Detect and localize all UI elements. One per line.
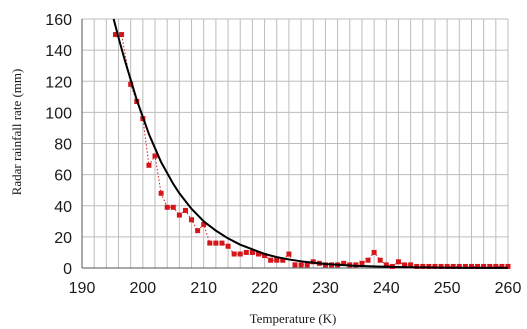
- observed-data-point: [462, 263, 468, 269]
- observed-data-point: [119, 32, 125, 38]
- fit-curve: [112, 18, 509, 269]
- x-tick-label: 260: [495, 280, 522, 297]
- observed-data-point: [237, 251, 243, 257]
- observed-data-point: [408, 262, 414, 268]
- observed-data-point: [182, 207, 188, 213]
- y-tick-label: 20: [54, 230, 72, 247]
- observed-data-point: [268, 257, 274, 263]
- observed-data-point: [170, 204, 176, 210]
- y-axis-label: Radar rainfall rate (mm): [9, 69, 24, 196]
- observed-data-point: [505, 263, 511, 269]
- observed-data-point: [438, 263, 444, 269]
- observed-data-point: [262, 253, 268, 259]
- x-tick-label: 250: [434, 280, 461, 297]
- observed-data-point: [219, 240, 225, 246]
- x-tick-label: 210: [190, 280, 217, 297]
- observed-data-point: [487, 263, 493, 269]
- y-tick-label: 40: [54, 199, 72, 216]
- observed-data-point: [481, 263, 487, 269]
- x-tick-label: 200: [130, 280, 157, 297]
- observed-data-point: [426, 263, 432, 269]
- observed-data-point: [231, 251, 237, 257]
- observed-data-point: [280, 257, 286, 263]
- observed-data-point: [444, 263, 450, 269]
- observed-data-point: [468, 263, 474, 269]
- observed-data-point: [475, 263, 481, 269]
- observed-data-point: [359, 260, 365, 266]
- observed-data-point: [292, 262, 298, 268]
- observed-data-point: [164, 204, 170, 210]
- y-tick-labels: 0 20 40 60 80 100 120 140 160: [45, 12, 72, 278]
- observed-data-point: [152, 153, 158, 159]
- y-tick-label: 80: [54, 137, 72, 154]
- observed-data-point: [456, 263, 462, 269]
- observed-data-point: [402, 262, 408, 268]
- observed-series-line: [115, 34, 508, 267]
- grid: [81, 18, 509, 269]
- observed-data-point: [274, 257, 280, 263]
- observed-data-point: [377, 257, 383, 263]
- y-tick-label: 160: [45, 12, 72, 29]
- y-tick-label: 120: [45, 74, 72, 91]
- observed-data-point: [371, 249, 377, 255]
- data-series: [112, 18, 511, 269]
- observed-data-point: [146, 162, 152, 168]
- y-tick-label: 0: [63, 261, 72, 278]
- x-tick-label: 190: [69, 280, 96, 297]
- observed-data-point: [395, 259, 401, 265]
- observed-data-point: [298, 262, 304, 268]
- observed-data-point: [383, 262, 389, 268]
- observed-data-point: [243, 249, 249, 255]
- observed-data-point: [213, 240, 219, 246]
- observed-data-point: [450, 263, 456, 269]
- observed-data-point: [499, 263, 505, 269]
- x-axis-label: Temperature (K): [250, 311, 337, 326]
- x-tick-label: 240: [373, 280, 400, 297]
- observed-data-point: [189, 217, 195, 223]
- observed-data-point: [158, 190, 164, 196]
- y-tick-label: 100: [45, 105, 72, 122]
- observed-data-point: [128, 81, 134, 87]
- observed-data-point: [365, 257, 371, 263]
- observed-data-point: [201, 221, 207, 227]
- observed-data-point: [304, 262, 310, 268]
- observed-data-point: [176, 212, 182, 218]
- observed-data-point: [493, 263, 499, 269]
- observed-data-point: [341, 260, 347, 266]
- observed-data-point: [225, 243, 231, 249]
- observed-data-point: [286, 251, 292, 257]
- y-tick-label: 140: [45, 43, 72, 60]
- observed-data-point: [432, 263, 438, 269]
- x-tick-label: 230: [312, 280, 339, 297]
- observed-data-point: [249, 249, 255, 255]
- observed-data-point: [195, 228, 201, 234]
- observed-data-point: [112, 32, 118, 38]
- x-tick-labels: 190 200 210 220 230 240 250 260: [69, 280, 522, 297]
- observed-data-point: [207, 240, 213, 246]
- x-tick-label: 220: [251, 280, 278, 297]
- observed-data-point: [255, 251, 261, 257]
- y-tick-label: 60: [54, 168, 72, 185]
